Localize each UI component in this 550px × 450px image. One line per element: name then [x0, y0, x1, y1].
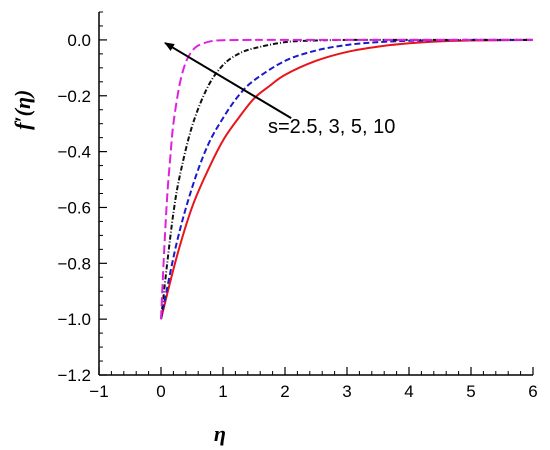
- y-axis-title: f′(η): [10, 90, 35, 130]
- series-line-4: [160, 38, 533, 320]
- y-tick-label: −1.0: [57, 310, 91, 329]
- x-tick-label: −1: [89, 382, 108, 401]
- y-tick-label: 0.0: [67, 31, 91, 50]
- x-tick-label: 6: [528, 382, 537, 401]
- annotation-arrow: [164, 42, 292, 119]
- x-tick-label: 0: [156, 382, 165, 401]
- y-tick-label: −0.4: [57, 143, 91, 162]
- x-tick-label: 4: [404, 382, 413, 401]
- y-tick-label: −0.8: [57, 254, 91, 273]
- series-line-1: [160, 38, 534, 320]
- y-tick-label: −0.6: [57, 198, 91, 217]
- annotation-label: s=2.5, 3, 5, 10: [268, 116, 395, 138]
- series-line-3: [160, 38, 533, 320]
- y-tick-label: −1.2: [57, 366, 91, 385]
- annotation-group: s=2.5, 3, 5, 10: [164, 42, 395, 138]
- x-tick-label: 1: [218, 382, 227, 401]
- x-tick-label: 3: [342, 382, 351, 401]
- axes: −1 0 1 2 3 4 5 6 0.0 −0.2 −0.4 −0.6 −0.8 −1.0 −1.2: [57, 11, 538, 401]
- y-tick-label: −0.2: [57, 87, 91, 106]
- x-tick-label: 2: [280, 382, 289, 401]
- x-axis-title: η: [214, 421, 226, 446]
- series-group: [160, 38, 534, 320]
- series-line-2: [160, 38, 534, 320]
- x-tick-label: 5: [466, 382, 475, 401]
